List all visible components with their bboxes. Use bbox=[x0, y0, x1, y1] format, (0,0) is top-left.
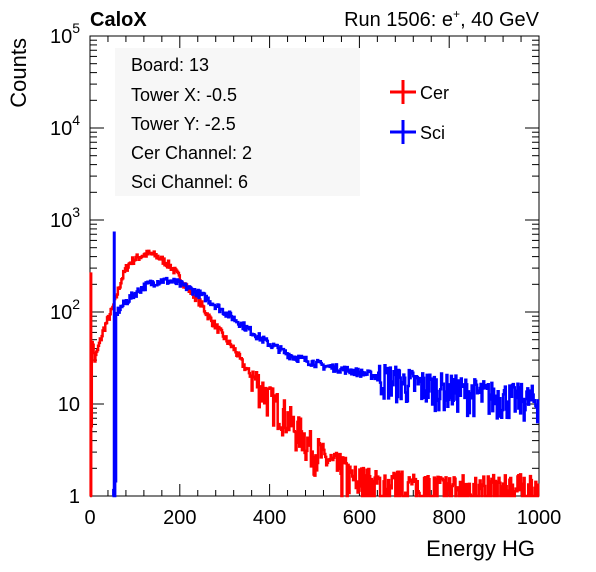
title-right-sup: + bbox=[453, 7, 460, 21]
y-axis-label: Counts bbox=[6, 38, 31, 108]
legend-marker-cer bbox=[390, 80, 416, 104]
info-cer-channel: Cer Channel: 2 bbox=[131, 143, 252, 163]
y-tick-label: 104 bbox=[50, 112, 80, 140]
y-tick-label: 103 bbox=[50, 204, 80, 232]
x-axis-label: Energy HG bbox=[426, 536, 535, 561]
legend-label-cer: Cer bbox=[420, 83, 449, 103]
y-tick-label: 10 bbox=[58, 394, 80, 416]
series-line-cer bbox=[89, 249, 540, 498]
title-right-suffix: , 40 GeV bbox=[460, 9, 540, 31]
title-right: Run 1506: e+, 40 GeV bbox=[344, 7, 540, 31]
legend-label-sci: Sci bbox=[420, 123, 445, 143]
info-tower-y: Tower Y: -2.5 bbox=[131, 114, 236, 134]
info-sci-channel: Sci Channel: 6 bbox=[131, 172, 248, 192]
x-tick-label: 0 bbox=[84, 507, 95, 529]
x-tick-label: 600 bbox=[343, 507, 376, 529]
y-tick-label: 102 bbox=[50, 296, 80, 324]
x-tick-label: 200 bbox=[163, 507, 196, 529]
y-tick-label: 1 bbox=[69, 486, 80, 508]
title-right-prefix: Run 1506: e bbox=[344, 9, 453, 31]
legend: Cer Sci bbox=[390, 80, 449, 144]
x-tick-label: 800 bbox=[433, 507, 466, 529]
series-line-sci bbox=[112, 276, 540, 498]
plot-frame bbox=[89, 35, 540, 497]
x-tick-label: 1000 bbox=[517, 507, 562, 529]
x-tick-label: 400 bbox=[253, 507, 286, 529]
info-board: Board: 13 bbox=[131, 55, 209, 75]
info-box bbox=[115, 48, 360, 196]
info-tower-x: Tower X: -0.5 bbox=[131, 85, 237, 105]
legend-marker-sci bbox=[390, 120, 416, 144]
y-tick-label: 105 bbox=[50, 20, 80, 48]
title-left: CaloX bbox=[90, 9, 147, 31]
